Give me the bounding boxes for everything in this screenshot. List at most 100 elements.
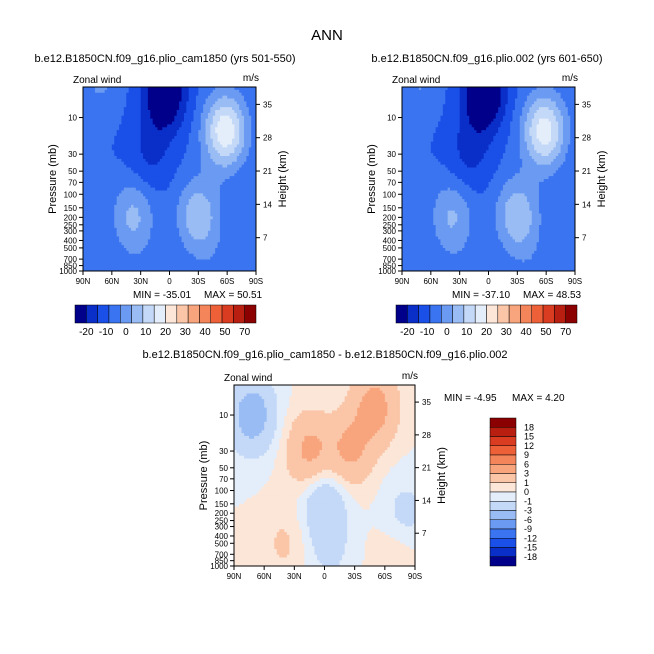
- heatmap-cell: [200, 147, 204, 151]
- heatmap-cell: [430, 89, 434, 94]
- heatmap-cell: [123, 253, 127, 258]
- heatmap-cell: [138, 199, 142, 203]
- heatmap-cell: [143, 265, 146, 269]
- heatmap-cell: [159, 115, 163, 120]
- heatmap-cell: [234, 265, 238, 269]
- heatmap-cell: [107, 95, 110, 99]
- heatmap-cell: [234, 141, 238, 145]
- heatmap-cell: [126, 150, 130, 154]
- heatmap-cell: [164, 187, 168, 191]
- heatmap-cell: [145, 107, 149, 111]
- heatmap-cell: [191, 236, 194, 240]
- heatmap-cell: [253, 227, 257, 232]
- heatmap-cell: [222, 233, 226, 237]
- heatmap-cell: [95, 187, 98, 191]
- heatmap-cell: [207, 127, 211, 131]
- heatmap-cell: [183, 138, 187, 143]
- heatmap-cell: [119, 233, 122, 237]
- heatmap-cell: [198, 181, 202, 186]
- heatmap-cell: [466, 92, 470, 97]
- heatmap-cell: [514, 89, 518, 94]
- heatmap-cell: [191, 242, 194, 246]
- heatmap-cell: [169, 227, 173, 232]
- heatmap-cell: [231, 202, 235, 206]
- heatmap-cell: [481, 87, 485, 91]
- heatmap-cell: [171, 133, 175, 137]
- heatmap-cell: [176, 230, 180, 235]
- heatmap-cell: [121, 233, 125, 237]
- heatmap-cell: [128, 144, 132, 148]
- heatmap-cell: [210, 141, 214, 145]
- heatmap-cell: [490, 89, 494, 94]
- heatmap-cell: [191, 256, 194, 260]
- heatmap-cell: [253, 210, 257, 214]
- heatmap-cell: [217, 230, 221, 235]
- heatmap-cell: [121, 187, 125, 191]
- heatmap-cell: [121, 87, 125, 91]
- heatmap-cell: [133, 124, 137, 128]
- heatmap-cell: [212, 87, 216, 91]
- heatmap-cell: [157, 239, 161, 243]
- y-tick-label: 500: [64, 244, 78, 253]
- heatmap-cell: [150, 239, 154, 243]
- heatmap-cell: [85, 141, 89, 145]
- heatmap-cell: [210, 124, 214, 128]
- heatmap-cell: [135, 87, 139, 91]
- heatmap-cell: [505, 95, 509, 99]
- heatmap-cell: [215, 173, 218, 177]
- heatmap-cell: [207, 199, 211, 203]
- heatmap-cell: [210, 248, 214, 252]
- heatmap-cell: [193, 95, 197, 99]
- heatmap-cell: [243, 161, 247, 166]
- heatmap-cell: [111, 239, 115, 243]
- heatmap-cell: [222, 236, 226, 240]
- heatmap-cell: [99, 242, 103, 246]
- heatmap-cell: [109, 242, 113, 246]
- heatmap-cell: [210, 216, 214, 220]
- heatmap-cell: [121, 230, 125, 235]
- heatmap-cell: [246, 156, 250, 160]
- heatmap-cell: [155, 176, 158, 180]
- heatmap-cell: [243, 268, 247, 272]
- heatmap-cell: [188, 133, 192, 137]
- heatmap-cell: [145, 248, 149, 252]
- heatmap-cell: [215, 190, 218, 194]
- heatmap-cell: [493, 87, 497, 91]
- heatmap-cell: [169, 104, 173, 108]
- heatmap-cell: [198, 147, 202, 151]
- heatmap-cell: [239, 115, 242, 120]
- heatmap-cell: [109, 110, 113, 114]
- heatmap-cell: [95, 150, 98, 154]
- heatmap-cell: [150, 110, 154, 114]
- heatmap-cell: [119, 161, 122, 166]
- heatmap-cell: [119, 156, 122, 160]
- heatmap-cell: [85, 92, 89, 97]
- heatmap-cell: [87, 101, 91, 105]
- heatmap-cell: [152, 121, 156, 125]
- heatmap-cell: [219, 181, 223, 186]
- heatmap-cell: [191, 239, 194, 243]
- heatmap-cell: [186, 147, 190, 151]
- heatmap-cell: [198, 210, 202, 214]
- heatmap-cell: [241, 118, 245, 122]
- heatmap-cell: [167, 265, 170, 269]
- heatmap-cell: [452, 98, 456, 102]
- heatmap-cell: [157, 265, 161, 269]
- heatmap-cell: [114, 248, 118, 252]
- heatmap-cell: [107, 173, 110, 177]
- heatmap-cell: [157, 144, 161, 148]
- heatmap-cell: [111, 161, 115, 166]
- heatmap-cell: [99, 147, 103, 151]
- heatmap-cell: [222, 204, 226, 209]
- heatmap-cell: [224, 233, 228, 237]
- heatmap-cell: [217, 135, 221, 140]
- heatmap-cell: [243, 170, 247, 174]
- heatmap-cell: [186, 158, 190, 163]
- heatmap-cell: [219, 95, 223, 99]
- heatmap-cell: [248, 138, 252, 143]
- heatmap-cell: [198, 230, 202, 235]
- heatmap-cell: [114, 138, 118, 143]
- heatmap-cell: [207, 190, 211, 194]
- heatmap-cell: [181, 115, 185, 120]
- heatmap-cell: [253, 104, 257, 108]
